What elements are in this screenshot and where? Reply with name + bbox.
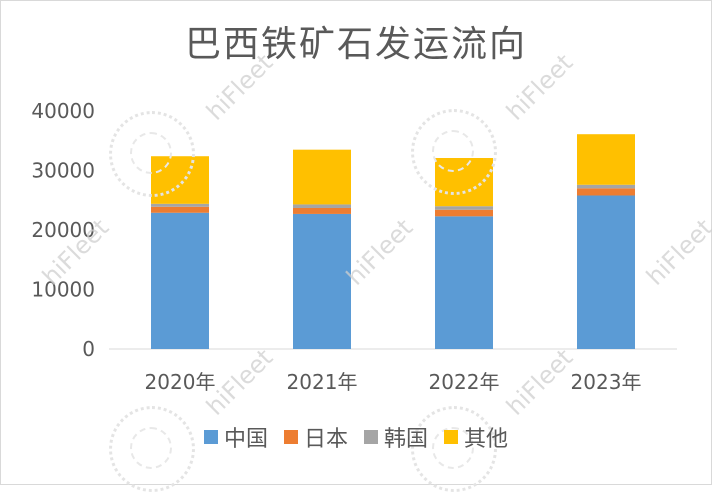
bar-chart: 0 10000 20000 30000 40000 2020年 2021年 2022年 2023…: [31, 99, 677, 394]
bar-segment: [435, 209, 493, 217]
y-tick-label: 30000: [31, 159, 95, 183]
legend-label: 韩国: [384, 427, 429, 452]
y-tick-label: 0: [82, 337, 95, 361]
x-tick-label: 2023年: [571, 370, 642, 394]
bar-segment: [151, 203, 209, 207]
x-tick-label: 2020年: [145, 370, 216, 394]
legend-swatch: [444, 430, 459, 444]
bar-segment: [293, 204, 351, 208]
y-tick-label: 40000: [31, 99, 95, 123]
bar-segment: [151, 156, 209, 204]
bar-segment: [293, 207, 351, 214]
y-tick-label: 10000: [31, 278, 95, 302]
legend-label: 日本: [303, 427, 348, 452]
bar-segment: [435, 206, 493, 210]
legend-item: 日本: [283, 421, 348, 453]
bar-segment: [577, 195, 635, 349]
bar-segment: [151, 212, 209, 349]
legend-swatch: [203, 430, 218, 444]
x-tick-label: 2022年: [429, 370, 500, 394]
bar-segment: [577, 134, 635, 185]
bar-segment: [577, 188, 635, 196]
bar-segment: [151, 206, 209, 213]
bar-segment: [435, 158, 493, 207]
y-tick-label: 20000: [31, 218, 95, 242]
chart-title: 巴西铁矿石发运流向: [184, 24, 527, 65]
legend-label: 中国: [223, 427, 268, 452]
bar-segment: [293, 149, 351, 205]
legend-swatch: [283, 430, 298, 444]
chart-legend: 中国 日本 韩国 其他: [1, 421, 711, 453]
bar-segment: [435, 216, 493, 349]
legend-item: 其他: [444, 421, 508, 453]
legend-label: 其他: [464, 427, 509, 452]
legend-swatch: [364, 430, 378, 444]
bar-segment: [577, 184, 635, 189]
x-tick-label: 2021年: [287, 370, 358, 394]
bar-segment: [293, 213, 351, 349]
legend-item: 韩国: [364, 421, 428, 453]
legend-item: 中国: [203, 421, 268, 453]
